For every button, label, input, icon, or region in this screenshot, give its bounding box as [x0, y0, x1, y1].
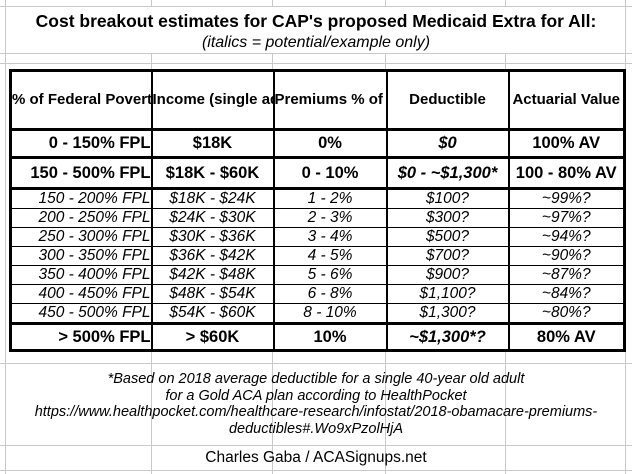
table-row: 200 - 250% FPL $24K - $30K 2 - 3% $300? …	[10, 208, 625, 228]
deductible-cell: $300?	[385, 208, 509, 228]
page-subtitle: (italics = potential/example only)	[201, 34, 431, 51]
deductible-cell: $0 - ~$1,300*	[385, 157, 509, 190]
title-block: Cost breakout estimates for CAP's propos…	[0, 10, 632, 53]
gridline-vertical	[385, 0, 386, 7]
table-row: 150 - 200% FPL $18K - $24K 1 - 2% $100? …	[10, 188, 625, 209]
premiums-cell: 0 - 10%	[272, 157, 387, 190]
gridline-vertical	[272, 53, 273, 69]
header-fpl: % of Federal Poverty Line	[10, 70, 152, 131]
attribution: Charles Gaba / ACASignups.net	[205, 449, 427, 466]
gridline-vertical	[151, 346, 152, 474]
premiums-cell: 2 - 3%	[272, 208, 387, 228]
fpl-cell: 350 - 400% FPL	[10, 265, 152, 285]
income-cell: $42K - $48K	[150, 265, 274, 285]
table-row: > 500% FPL > $60K 10% ~$1,300*? 80% AV	[10, 323, 625, 351]
cost-breakout-table: % of Federal Poverty Line Income (single…	[9, 69, 626, 352]
fpl-cell: 400 - 450% FPL	[10, 284, 152, 304]
income-cell: $24K - $30K	[150, 208, 274, 228]
income-cell: $18K - $24K	[150, 188, 274, 209]
footnote-url-line: deductibles#.Wo9xPzolHjA	[228, 420, 404, 437]
fpl-cell: 150 - 500% FPL	[10, 157, 152, 190]
premiums-cell: 0%	[272, 129, 387, 159]
table-header-row: % of Federal Poverty Line Income (single…	[10, 70, 625, 131]
deductible-cell: $1,100?	[385, 284, 509, 304]
gridline-vertical	[385, 53, 386, 69]
actuarial-value-cell: 100 - 80% AV	[507, 157, 625, 190]
deductible-cell: $500?	[385, 227, 509, 247]
deductible-cell: $0	[385, 129, 509, 159]
table-row: 150 - 500% FPL $18K - $60K 0 - 10% $0 - …	[10, 157, 625, 190]
actuarial-value-cell: ~90%?	[507, 246, 625, 266]
fpl-cell: 450 - 500% FPL	[10, 303, 152, 325]
deductible-cell: $700?	[385, 246, 509, 266]
premiums-cell: 10%	[272, 323, 387, 351]
deductible-cell: $100?	[385, 188, 509, 209]
deductible-cell: ~$1,300*?	[385, 323, 509, 351]
income-cell: $18K	[150, 129, 274, 159]
income-cell: $30K - $36K	[150, 227, 274, 247]
table-row: 350 - 400% FPL $42K - $48K 5 - 6% $900? …	[10, 265, 625, 285]
footnote-line: for a Gold ACA plan according to HealthP…	[165, 387, 467, 404]
gridline-vertical	[272, 0, 273, 7]
premiums-cell: 3 - 4%	[272, 227, 387, 247]
deductible-cell: $1,300?	[385, 303, 509, 325]
actuarial-value-cell: 80% AV	[507, 323, 625, 351]
actuarial-value-cell: ~97%?	[507, 208, 625, 228]
premiums-cell: 6 - 8%	[272, 284, 387, 304]
footnote-block: *Based on 2018 average deductible for a …	[0, 371, 632, 437]
income-cell: $18K - $60K	[150, 157, 274, 190]
premiums-cell: 1 - 2%	[272, 188, 387, 209]
gridline-vertical	[151, 0, 152, 7]
actuarial-value-cell: 100% AV	[507, 129, 625, 159]
gridline-vertical	[505, 346, 506, 474]
fpl-cell: 200 - 250% FPL	[10, 208, 152, 228]
gridline-vertical	[151, 53, 152, 69]
gridline-vertical	[5, 0, 6, 474]
gridline-vertical	[272, 346, 273, 474]
gridline-horizontal	[0, 63, 632, 64]
header-premiums: Premiums % of income	[272, 70, 387, 131]
gridline-horizontal	[0, 53, 632, 54]
fpl-cell: 300 - 350% FPL	[10, 246, 152, 266]
fpl-cell: 0 - 150% FPL	[10, 129, 152, 159]
income-cell: $36K - $42K	[150, 246, 274, 266]
actuarial-value-cell: ~80%?	[507, 303, 625, 325]
footnote-url-line: https://www.healthpocket.com/healthcare-…	[34, 404, 598, 420]
gridline-vertical	[505, 53, 506, 69]
fpl-cell: 250 - 300% FPL	[10, 227, 152, 247]
header-actuarial-value: Actuarial Value	[507, 70, 625, 131]
table-row: 450 - 500% FPL $54K - $60K 8 - 10% $1,30…	[10, 303, 625, 325]
premiums-cell: 5 - 6%	[272, 265, 387, 285]
header-deductible: Deductible	[385, 70, 509, 131]
fpl-cell: > 500% FPL	[10, 323, 152, 351]
table-row: 400 - 450% FPL $48K - $54K 6 - 8% $1,100…	[10, 284, 625, 304]
actuarial-value-cell: ~94%?	[507, 227, 625, 247]
fpl-cell: 150 - 200% FPL	[10, 188, 152, 209]
actuarial-value-cell: ~84%?	[507, 284, 625, 304]
actuarial-value-cell: ~87%?	[507, 265, 625, 285]
gridline-vertical	[505, 0, 506, 7]
income-cell: $54K - $60K	[150, 303, 274, 325]
table-row: 300 - 350% FPL $36K - $42K 4 - 5% $700? …	[10, 246, 625, 266]
gridline-horizontal	[0, 470, 632, 471]
header-income: Income (single adult)	[150, 70, 274, 131]
gridline-vertical	[385, 346, 386, 474]
premiums-cell: 4 - 5%	[272, 246, 387, 266]
table-row: 0 - 150% FPL $18K 0% $0 100% AV	[10, 129, 625, 159]
actuarial-value-cell: ~99%?	[507, 188, 625, 209]
gridline-horizontal	[0, 363, 632, 364]
footnote-line: *Based on 2018 average deductible for a …	[107, 371, 525, 387]
table-row: 250 - 300% FPL $30K - $36K 3 - 4% $500? …	[10, 227, 625, 247]
income-cell: $48K - $54K	[150, 284, 274, 304]
gridline-horizontal	[0, 6, 632, 7]
income-cell: > $60K	[150, 323, 274, 351]
gridline-horizontal	[0, 445, 632, 446]
page-title: Cost breakout estimates for CAP's propos…	[35, 11, 597, 31]
premiums-cell: 8 - 10%	[272, 303, 387, 325]
deductible-cell: $900?	[385, 265, 509, 285]
